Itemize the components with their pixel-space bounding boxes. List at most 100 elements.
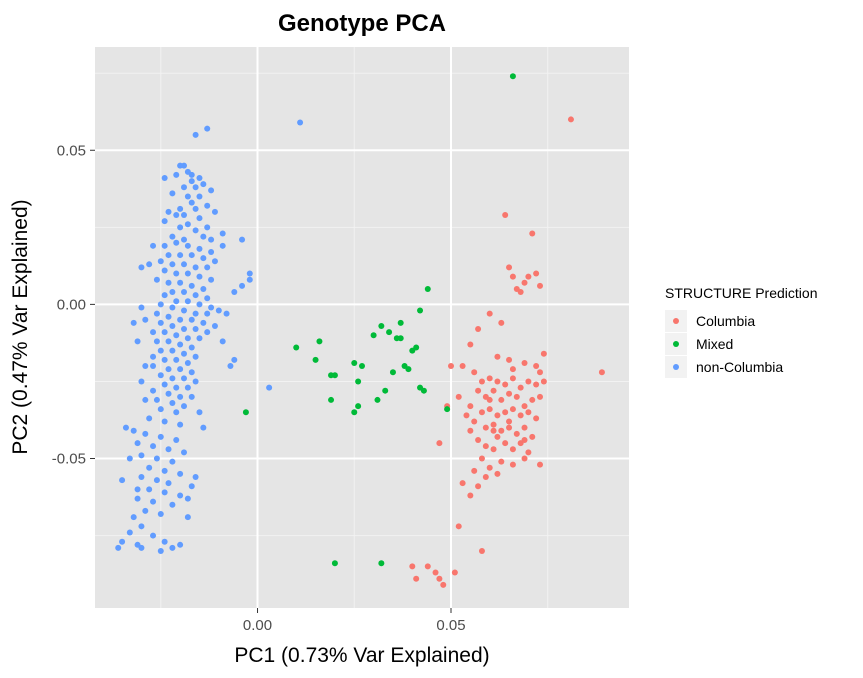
data-point-non-columbia (196, 175, 203, 182)
data-points (115, 73, 605, 588)
data-point-non-columbia (200, 319, 207, 326)
data-point-non-columbia (181, 261, 187, 268)
data-point-columbia (478, 409, 485, 416)
y-tick-label: 0.00 (57, 296, 86, 313)
data-point-columbia (525, 449, 532, 456)
data-point-columbia (482, 443, 489, 450)
data-point-non-columbia (173, 332, 180, 339)
data-point-non-columbia (138, 544, 145, 551)
data-point-non-columbia (161, 467, 168, 474)
data-point-non-columbia (192, 473, 199, 480)
data-point-columbia (490, 387, 497, 394)
data-point-columbia (451, 569, 458, 576)
data-point-non-columbia (146, 464, 153, 471)
data-point-mixed (509, 73, 516, 80)
data-point-columbia (486, 464, 493, 471)
data-point-columbia (521, 437, 528, 444)
data-point-non-columbia (169, 233, 176, 240)
data-point-non-columbia (161, 242, 168, 249)
data-point-mixed (351, 359, 358, 366)
data-point-non-columbia (138, 523, 145, 530)
legend: STRUCTURE Prediction Columbia Mixed non-Co… (665, 285, 817, 378)
data-point-non-columbia (184, 384, 191, 391)
data-point-non-columbia (297, 119, 304, 126)
data-point-mixed (351, 409, 358, 416)
data-point-non-columbia (161, 489, 168, 496)
x-tick-label: 0.00 (243, 617, 272, 634)
data-point-non-columbia (146, 261, 153, 268)
x-axis-title: PC1 (0.73% Var Explained) (234, 644, 489, 667)
data-point-non-columbia (165, 252, 172, 259)
data-point-columbia (502, 211, 509, 218)
x-tick-label: 0.05 (436, 617, 465, 634)
data-point-non-columbia (173, 239, 180, 246)
data-point-non-columbia (188, 282, 195, 289)
data-point-non-columbia (173, 356, 180, 363)
data-point-columbia (506, 418, 513, 425)
data-point-non-columbia (157, 347, 164, 354)
data-point-columbia (471, 467, 478, 474)
data-point-non-columbia (204, 224, 211, 231)
data-point-non-columbia (177, 252, 184, 259)
data-point-columbia (529, 396, 536, 403)
data-point-non-columbia (169, 375, 176, 382)
data-point-non-columbia (192, 378, 199, 385)
data-point-columbia (509, 406, 516, 413)
plot-panel (95, 47, 629, 608)
data-point-non-columbia (134, 338, 141, 345)
data-point-columbia (529, 230, 536, 237)
data-point-non-columbia (184, 359, 191, 366)
data-point-columbia (467, 403, 474, 410)
data-point-columbia (540, 378, 547, 385)
data-point-non-columbia (177, 205, 184, 212)
data-point-non-columbia (219, 338, 226, 345)
data-point-non-columbia (192, 353, 199, 360)
data-point-non-columbia (138, 304, 145, 311)
data-point-non-columbia (184, 514, 191, 521)
data-point-mixed (409, 347, 416, 354)
data-point-non-columbia (200, 181, 207, 188)
data-point-non-columbia (184, 193, 191, 200)
data-point-non-columbia (181, 326, 187, 333)
data-point-non-columbia (208, 304, 215, 311)
data-point-columbia (471, 369, 478, 376)
data-point-mixed (355, 378, 362, 385)
data-point-non-columbia (177, 162, 184, 169)
data-point-columbia (448, 363, 454, 370)
data-point-non-columbia (153, 276, 160, 283)
data-point-non-columbia (134, 440, 141, 447)
data-point-mixed (378, 322, 385, 329)
data-point-non-columbia (192, 131, 199, 138)
data-point-non-columbia (196, 409, 203, 416)
data-point-non-columbia (169, 458, 176, 465)
data-point-non-columbia (196, 215, 203, 222)
data-point-non-columbia (165, 446, 172, 453)
legend-entries: Columbia Mixed non-Columbia (665, 310, 783, 378)
data-point-mixed (242, 409, 249, 416)
data-point-non-columbia (227, 363, 234, 370)
data-point-mixed (405, 366, 412, 373)
data-point-mixed (389, 369, 396, 376)
data-point-columbia (533, 415, 540, 422)
data-point-non-columbia (138, 452, 145, 459)
data-point-columbia (509, 446, 516, 453)
data-point-non-columbia (146, 415, 153, 422)
minor-gridlines (95, 47, 629, 608)
data-point-non-columbia (138, 473, 145, 480)
data-point-columbia (506, 356, 513, 363)
data-point-columbia (506, 424, 513, 431)
data-point-columbia (486, 375, 493, 382)
data-point-non-columbia (192, 205, 199, 212)
data-point-non-columbia (142, 316, 149, 323)
data-point-columbia (513, 430, 520, 437)
data-point-mixed (331, 372, 338, 379)
data-point-non-columbia (223, 310, 230, 317)
data-point-columbia (513, 393, 520, 400)
data-point-non-columbia (169, 322, 176, 329)
data-point-columbia (475, 483, 482, 490)
data-point-non-columbia (177, 492, 184, 499)
data-point-columbia (533, 381, 540, 388)
data-point-non-columbia (200, 424, 207, 431)
data-point-non-columbia (157, 547, 164, 554)
data-point-mixed (420, 387, 427, 394)
